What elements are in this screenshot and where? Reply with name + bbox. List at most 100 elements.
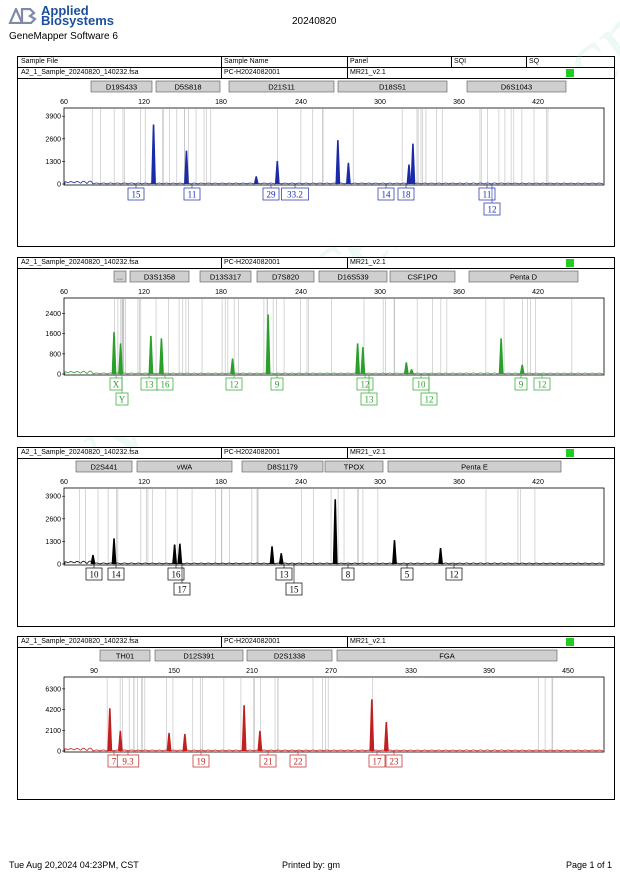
allele-call-label: 16 xyxy=(161,380,171,390)
peak xyxy=(111,332,117,375)
allele-call-box xyxy=(192,754,210,768)
x-tick-label: 450 xyxy=(562,668,574,675)
allele-call-label: X xyxy=(113,380,120,390)
marker-label: TH01 xyxy=(116,652,134,661)
peak xyxy=(355,343,361,375)
quality-flag-icon xyxy=(566,638,574,646)
peak xyxy=(118,343,124,375)
peak xyxy=(360,347,366,375)
marker-box xyxy=(99,649,151,662)
allele-call-box xyxy=(116,754,140,768)
x-tick-label: 180 xyxy=(215,479,227,486)
peak xyxy=(274,161,280,185)
peak xyxy=(278,553,284,565)
x-tick-label: 180 xyxy=(215,289,227,296)
peak xyxy=(383,722,389,752)
panel-file: A2_1_Sample_20240820_140232.fsa xyxy=(21,449,139,456)
allele-call-label: 18 xyxy=(402,190,412,200)
allele-call-label: 12 xyxy=(450,570,459,580)
marker-box xyxy=(466,80,567,93)
allele-call-label: Y xyxy=(119,395,126,405)
allele-call-label: 12 xyxy=(361,380,370,390)
x-tick-label: 240 xyxy=(295,479,307,486)
panel-kit: MR21_v2.1 xyxy=(350,638,386,645)
y-tick-label: 1300 xyxy=(45,539,61,546)
peak xyxy=(519,364,525,375)
y-tick-label: 0 xyxy=(57,562,61,569)
allele-call-box xyxy=(289,754,307,768)
panel-file: A2_1_Sample_20240820_140232.fsa xyxy=(21,259,139,266)
panel-file: A2_1_Sample_20240820_140232.fsa xyxy=(21,69,139,76)
allele-call-label: 7 xyxy=(112,757,117,767)
marker-label: D18S51 xyxy=(379,83,406,92)
allele-call-box xyxy=(85,567,103,581)
allele-call-label: 21 xyxy=(264,757,273,767)
allele-call-box xyxy=(259,754,277,768)
quality-flag-icon xyxy=(566,259,574,267)
peak xyxy=(403,362,409,375)
allele-call-label: 15 xyxy=(290,585,300,595)
x-tick-label: 120 xyxy=(138,99,150,106)
x-tick-label: 270 xyxy=(325,668,337,675)
x-tick-label: 330 xyxy=(405,668,417,675)
peak xyxy=(498,338,504,375)
y-tick-label: 800 xyxy=(49,351,61,358)
allele-call-label: 16 xyxy=(172,570,182,580)
marker-label: vWA xyxy=(177,463,193,472)
x-tick-label: 120 xyxy=(138,479,150,486)
y-tick-label: 0 xyxy=(57,372,61,379)
peak xyxy=(177,543,183,565)
marker-label: D2S441 xyxy=(90,463,117,472)
peak xyxy=(346,162,351,185)
peak xyxy=(90,554,96,565)
allele-call-box xyxy=(156,377,174,391)
marker-label: TPOX xyxy=(344,463,364,472)
marker-label: D5S818 xyxy=(174,83,201,92)
allele-call-label: 5 xyxy=(405,570,410,580)
y-tick-label: 1600 xyxy=(45,331,61,338)
peak xyxy=(184,150,189,185)
marker-box xyxy=(113,270,127,283)
marker-label: D21S11 xyxy=(268,83,295,92)
y-tick-label: 2400 xyxy=(45,311,61,318)
allele-call-box xyxy=(341,567,355,581)
allele-call-box xyxy=(107,567,125,581)
marker-box xyxy=(155,80,221,93)
panel-sample-name: PC-H2024082001 xyxy=(224,449,281,456)
peak xyxy=(182,733,188,752)
x-tick-label: 60 xyxy=(60,99,68,106)
peak xyxy=(392,540,397,565)
marker-label: D3S1358 xyxy=(144,273,175,282)
x-tick-label: 60 xyxy=(60,479,68,486)
marker-box xyxy=(129,270,190,283)
col-sample-name: Sample Name xyxy=(224,58,269,65)
allele-call-label: 14 xyxy=(382,190,392,200)
allele-call-box xyxy=(127,187,145,201)
panel-sample-name: PC-H2024082001 xyxy=(224,69,281,76)
ab-logo-icon xyxy=(8,6,38,25)
y-tick-label: 4200 xyxy=(45,707,61,714)
y-tick-label: 6300 xyxy=(45,686,61,693)
x-tick-label: 300 xyxy=(374,99,386,106)
panel-title-bar: A2_1_Sample_20240820_140232.fsa PC-H20240… xyxy=(18,68,614,79)
electropherogram-panel-green: A2_1_Sample_20240820_140232.fsa PC-H20240… xyxy=(17,257,615,437)
allele-call-label: 15 xyxy=(132,190,142,200)
allele-call-box xyxy=(167,567,185,581)
brand-line2: Biosystems xyxy=(41,13,114,28)
y-tick-label: 3900 xyxy=(45,114,61,121)
allele-call-box xyxy=(173,582,191,596)
allele-call-label: 29 xyxy=(267,190,277,200)
allele-call-box xyxy=(270,377,284,391)
peak xyxy=(111,538,117,565)
marker-box xyxy=(337,80,448,93)
marker-label: Penta D xyxy=(510,273,538,282)
marker-box xyxy=(324,460,384,473)
peak xyxy=(151,124,156,185)
col-panel: Panel xyxy=(350,58,368,65)
allele-call-box xyxy=(377,187,395,201)
panel-kit: MR21_v2.1 xyxy=(350,69,386,76)
panel-title-bar: A2_1_Sample_20240820_140232.fsa PC-H20240… xyxy=(18,258,614,269)
allele-call-label: 13 xyxy=(365,395,375,405)
